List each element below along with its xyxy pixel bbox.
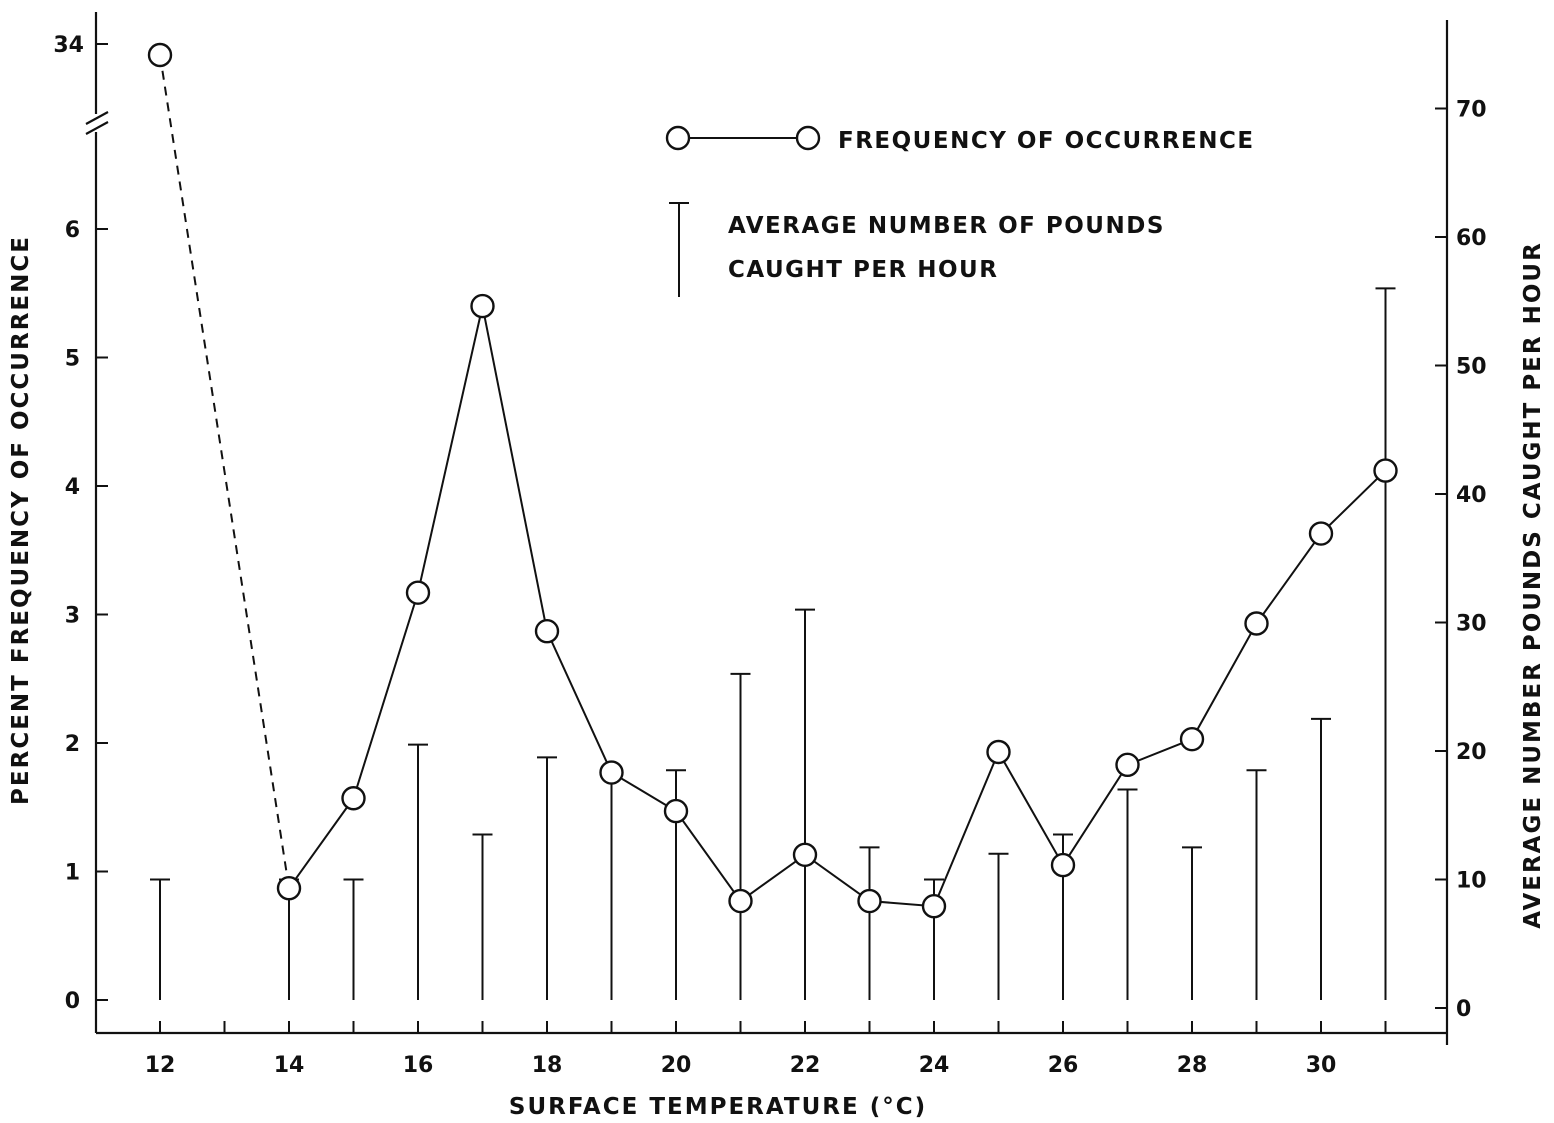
right-y-tick-label: 40 xyxy=(1456,483,1487,508)
left-y-tick-label: 6 xyxy=(65,218,80,243)
legend-frequency-label: FREQUENCY OF OCCURRENCE xyxy=(838,128,1255,154)
right-y-tick-label: 60 xyxy=(1456,226,1487,251)
right-y-tick-label: 50 xyxy=(1456,355,1487,380)
frequency-point xyxy=(792,842,818,867)
frequency-point xyxy=(341,786,366,811)
legend-frequency-marker-right xyxy=(795,125,821,151)
frequency-point xyxy=(1308,521,1334,546)
frequency-point xyxy=(663,798,689,824)
frequency-point xyxy=(147,42,173,68)
frequency-point xyxy=(728,888,753,914)
frequency-point xyxy=(470,293,495,319)
x-tick-label: 24 xyxy=(919,1053,950,1078)
legend-pounds-label-line2: CAUGHT PER HOUR xyxy=(728,257,998,283)
left-axis-title: PERCENT FREQUENCY OF OCCURRENCE xyxy=(8,235,34,805)
x-tick-label: 14 xyxy=(274,1053,305,1078)
right-y-tick-label: 0 xyxy=(1456,997,1471,1022)
right-y-tick-label: 30 xyxy=(1456,612,1487,637)
frequency-point xyxy=(1244,611,1269,636)
x-ticks: 12 14 16 18 20 22 24 26 28 30 xyxy=(145,1021,1387,1078)
frequency-point xyxy=(1179,726,1205,752)
right-y-tick-label: 70 xyxy=(1456,98,1487,123)
right-y-ticks: 0 10 20 30 40 50 60 70 xyxy=(1435,98,1487,1022)
left-y-tick-label: 5 xyxy=(65,347,80,372)
frequency-point xyxy=(1050,852,1076,878)
left-y-tick-label: 2 xyxy=(65,732,80,757)
frequency-series xyxy=(147,42,1398,919)
x-tick-label: 12 xyxy=(145,1053,176,1078)
left-y-tick-label-break: 34 xyxy=(53,33,84,58)
frequency-point xyxy=(1115,752,1140,778)
x-tick-label: 16 xyxy=(403,1053,434,1078)
frequency-point xyxy=(276,876,302,901)
frequency-point xyxy=(534,619,560,644)
left-y-tick-label: 4 xyxy=(65,475,80,500)
left-y-tick-label: 0 xyxy=(65,989,80,1014)
frequency-point xyxy=(599,760,624,785)
right-y-tick-label: 10 xyxy=(1456,869,1487,894)
x-tick-label: 30 xyxy=(1306,1053,1337,1078)
right-axis-title: AVERAGE NUMBER POUNDS CAUGHT PER HOUR xyxy=(1520,241,1546,929)
x-axis-title: SURFACE TEMPERATURE (°C) xyxy=(509,1094,927,1120)
frequency-point xyxy=(921,893,947,919)
frequency-point xyxy=(857,888,882,914)
legend-pounds-label-line1: AVERAGE NUMBER OF POUNDS xyxy=(728,213,1165,239)
legend: FREQUENCY OF OCCURRENCE AVERAGE NUMBER O… xyxy=(665,125,1255,297)
pounds-bars xyxy=(150,287,1396,1000)
frequency-point xyxy=(986,739,1011,765)
axis-break-mark-1 xyxy=(85,121,109,135)
frequency-point xyxy=(405,580,431,605)
left-y-tick-label: 3 xyxy=(65,604,80,629)
x-tick-label: 26 xyxy=(1048,1053,1079,1078)
left-y-tick-label: 1 xyxy=(65,861,80,886)
x-tick-label: 18 xyxy=(532,1053,563,1078)
axes xyxy=(85,12,1449,1045)
axis-break-mark-2 xyxy=(85,111,109,125)
legend-frequency-marker-left xyxy=(665,125,691,151)
frequency-point xyxy=(1373,458,1398,483)
right-y-tick-label: 20 xyxy=(1456,740,1487,765)
x-tick-label: 20 xyxy=(661,1053,692,1078)
x-tick-label: 28 xyxy=(1177,1053,1208,1078)
frequency-dashed-segment xyxy=(159,54,290,889)
frequency-line xyxy=(288,305,1387,908)
x-tick-label: 22 xyxy=(790,1053,821,1078)
